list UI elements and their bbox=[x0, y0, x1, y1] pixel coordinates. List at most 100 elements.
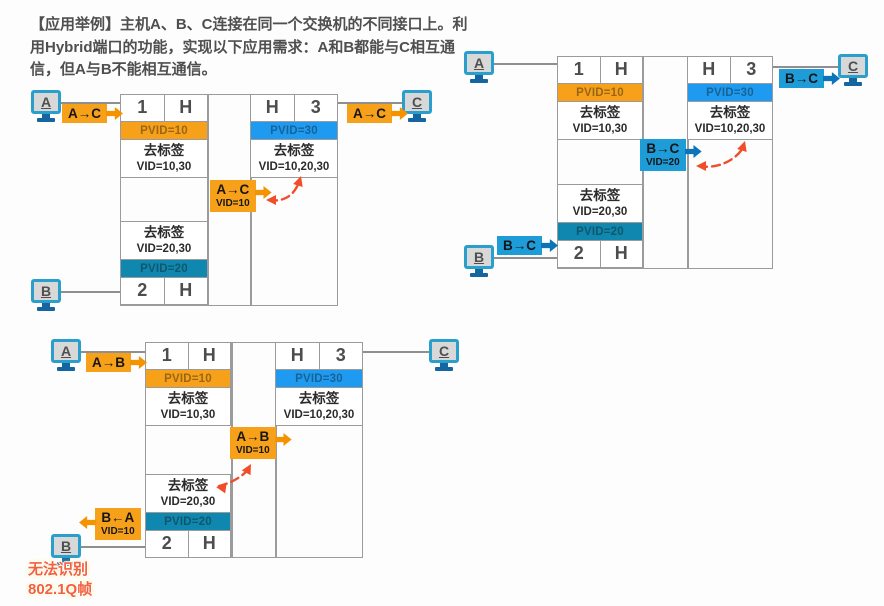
monitor-stand-base bbox=[470, 79, 488, 83]
pvid-row: PVID=30 bbox=[276, 369, 362, 388]
port-mode: H bbox=[599, 57, 643, 83]
untag-vids: VID=20,30 bbox=[160, 495, 216, 508]
frame-label-b-in: B→C bbox=[497, 236, 558, 255]
untag-row: 去标签 VID=20,30 bbox=[121, 222, 207, 259]
pvid-row: PVID=20 bbox=[558, 222, 642, 241]
page-title: 【应用举例】主机A、B、C连接在同一个交换机的不同接口上。利用Hybrid端口的… bbox=[30, 16, 468, 78]
port-mode: H bbox=[163, 278, 208, 304]
monitor-icon: B bbox=[464, 245, 494, 269]
host-c: C bbox=[402, 90, 432, 122]
untag-row: 去标签 VID=10,30 bbox=[558, 102, 642, 139]
port-block-1: 1 H PVID=10 去标签 VID=10,30 bbox=[145, 342, 231, 426]
untag-label: 去标签 bbox=[143, 225, 185, 241]
untag-row: 去标签 VID=10,20,30 bbox=[276, 388, 362, 425]
untag-label: 去标签 bbox=[298, 391, 340, 407]
untag-vids: VID=20,30 bbox=[572, 205, 628, 218]
untag-row: 去标签 VID=10,30 bbox=[146, 388, 230, 425]
port-block-3: H 3 PVID=30 去标签 VID=10,20,30 bbox=[275, 342, 363, 426]
untag-label: 去标签 bbox=[579, 188, 621, 204]
arrow-right-icon bbox=[541, 239, 558, 252]
host-letter: C bbox=[438, 343, 450, 359]
port-id-row: H 3 bbox=[688, 57, 772, 83]
pvid-row: PVID=10 bbox=[558, 83, 642, 102]
switch-box-2 bbox=[557, 56, 773, 269]
monitor-stand-base bbox=[435, 367, 453, 371]
port-number: 1 bbox=[137, 97, 148, 117]
wire-b-switch bbox=[78, 546, 146, 548]
port-id-row: 2 H bbox=[146, 531, 230, 557]
wire-a-switch bbox=[58, 102, 121, 104]
pvid-row: PVID=20 bbox=[121, 259, 207, 278]
monitor-stand-base bbox=[844, 82, 862, 86]
monitor-stand bbox=[42, 114, 50, 118]
monitor-icon: C bbox=[402, 90, 432, 114]
pvid-row: PVID=10 bbox=[121, 121, 207, 140]
wire-b-switch bbox=[491, 257, 558, 259]
untag-vids: VID=10,30 bbox=[136, 160, 192, 173]
monitor-icon: B bbox=[31, 279, 61, 303]
monitor-icon: C bbox=[838, 54, 868, 78]
pvid-row: PVID=30 bbox=[251, 121, 337, 140]
host-a: A bbox=[31, 90, 61, 122]
error-note-line1: 无法识别 bbox=[28, 561, 89, 578]
port-block-1: 1 H PVID=10 去标签 VID=10,30 bbox=[120, 94, 208, 178]
monitor-stand bbox=[475, 269, 483, 273]
port-id-row: 1 H bbox=[146, 343, 230, 369]
untag-label: 去标签 bbox=[167, 391, 209, 407]
monitor-icon: C bbox=[429, 339, 459, 363]
wire-switch-c bbox=[338, 102, 404, 104]
port-block-3: H 3 PVID=30 去标签 VID=10,20,30 bbox=[250, 94, 338, 178]
port-block-1: 1 H PVID=10 去标签 VID=10,30 bbox=[557, 56, 643, 140]
monitor-stand-base bbox=[37, 118, 55, 122]
host-a: A bbox=[464, 51, 494, 83]
port-mode: H bbox=[702, 59, 716, 79]
untag-label: 去标签 bbox=[709, 105, 751, 121]
host-letter: A bbox=[473, 55, 485, 71]
host-letter: C bbox=[847, 58, 859, 74]
untag-row: 去标签 VID=10,20,30 bbox=[251, 140, 337, 177]
frame-label-a-in: A→B bbox=[86, 353, 147, 372]
wire-switch-c bbox=[773, 66, 841, 68]
monitor-icon: A bbox=[31, 90, 61, 114]
host-c: C bbox=[429, 339, 459, 371]
wire-a-switch bbox=[78, 351, 146, 353]
untag-row: 去标签 VID=10,20,30 bbox=[688, 102, 772, 139]
monitor-stand-base bbox=[37, 307, 55, 311]
port-number: 2 bbox=[161, 533, 172, 553]
pvid-row: PVID=30 bbox=[688, 83, 772, 102]
port-number: 3 bbox=[729, 57, 773, 83]
port-mode: H bbox=[265, 97, 279, 117]
port-id-row: H 3 bbox=[276, 343, 362, 369]
monitor-stand-base bbox=[57, 367, 75, 371]
switch-box-1 bbox=[120, 94, 338, 306]
port-mode: H bbox=[290, 345, 304, 365]
monitor-stand-base bbox=[57, 562, 75, 566]
port-mode: H bbox=[163, 95, 208, 121]
host-letter: A bbox=[60, 343, 72, 359]
monitor-stand bbox=[62, 363, 70, 367]
port-block-2: 去标签 VID=20,30 PVID=20 2 H bbox=[557, 184, 643, 268]
port-number: 3 bbox=[318, 343, 363, 369]
untag-vids: VID=10,20,30 bbox=[694, 122, 766, 135]
wire-switch-c bbox=[363, 351, 429, 353]
untag-vids: VID=10,20,30 bbox=[283, 408, 355, 421]
wire-b-switch bbox=[58, 291, 121, 293]
monitor-stand bbox=[42, 303, 50, 307]
untag-label: 去标签 bbox=[143, 143, 185, 159]
untag-label: 去标签 bbox=[579, 105, 621, 121]
untag-label: 去标签 bbox=[167, 478, 209, 494]
untag-label: 去标签 bbox=[273, 143, 315, 159]
frame-label-mid-2: B→C VID=20 bbox=[640, 139, 702, 171]
port-number: 2 bbox=[137, 280, 148, 300]
host-b: B bbox=[51, 534, 81, 566]
frame-label-a-in: A→C bbox=[62, 104, 123, 123]
port-mode: H bbox=[599, 241, 643, 267]
monitor-stand bbox=[849, 78, 857, 82]
untag-vids: VID=20,30 bbox=[136, 242, 192, 255]
port-id-row: 1 H bbox=[121, 95, 207, 121]
monitor-stand bbox=[62, 558, 70, 562]
arrow-left-icon bbox=[79, 516, 96, 529]
port-block-2: 去标签 VID=20,30 PVID=20 2 H bbox=[120, 221, 208, 305]
monitor-stand-base bbox=[470, 273, 488, 277]
port-id-row: 1 H bbox=[558, 57, 642, 83]
